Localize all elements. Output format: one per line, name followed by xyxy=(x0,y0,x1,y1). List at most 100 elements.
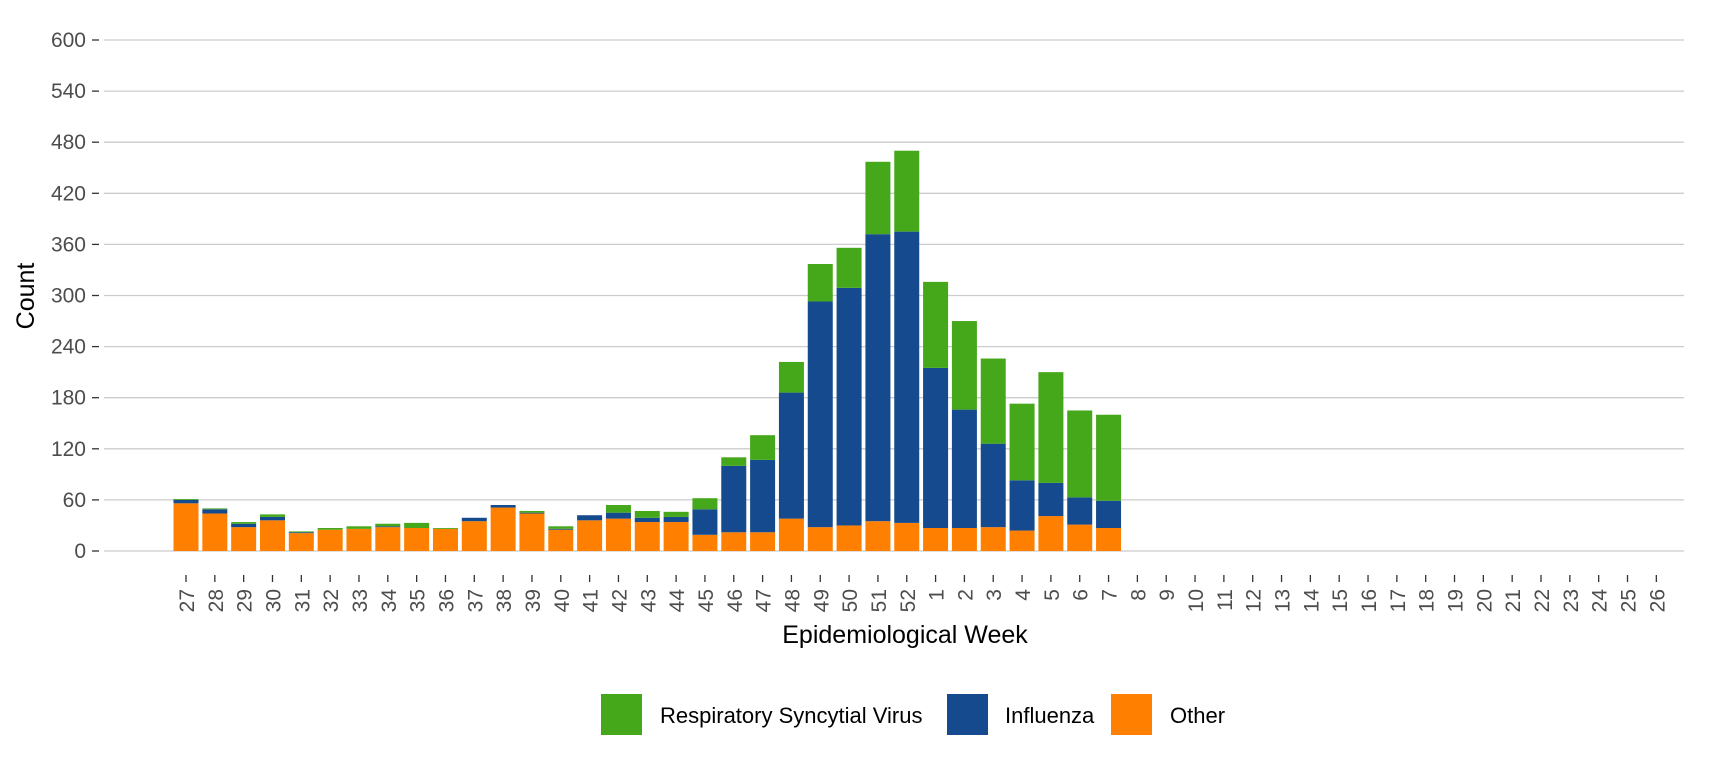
bar-respiratory-syncytial-virus-week-31 xyxy=(288,531,314,533)
x-tick-label: 24 xyxy=(1589,589,1612,613)
x-tick-label: 40 xyxy=(551,589,574,612)
bar-respiratory-syncytial-virus-week-33 xyxy=(346,526,372,529)
bar-respiratory-syncytial-virus-week-28 xyxy=(202,508,228,510)
bar-respiratory-syncytial-virus-week-35 xyxy=(404,522,430,529)
bar-influenza-week-27 xyxy=(173,499,199,504)
bar-influenza-week-3 xyxy=(980,443,1006,528)
bar-respiratory-syncytial-virus-week-7 xyxy=(1096,414,1122,501)
x-tick-label: 51 xyxy=(868,589,891,612)
bar-other-week-3 xyxy=(980,527,1006,551)
x-tick-label: 20 xyxy=(1473,589,1496,612)
bar-other-week-50 xyxy=(836,525,862,551)
x-tick-label: 28 xyxy=(205,589,228,612)
bar-other-week-34 xyxy=(375,527,401,551)
legend: Respiratory Syncytial Virus Influenza Ot… xyxy=(601,694,1225,735)
x-tick-label: 41 xyxy=(580,589,603,612)
bar-other-week-45 xyxy=(692,534,718,551)
y-tick-label: 600 xyxy=(51,29,86,52)
x-tick-label: 33 xyxy=(349,589,372,612)
x-tick-label: 6 xyxy=(1070,589,1093,601)
bar-influenza-week-47 xyxy=(750,459,776,533)
x-tick-label: 15 xyxy=(1329,589,1352,612)
x-tick-label: 1 xyxy=(926,589,949,601)
bar-influenza-week-7 xyxy=(1096,500,1122,529)
x-tick-label: 31 xyxy=(291,589,314,612)
bar-respiratory-syncytial-virus-week-32 xyxy=(317,528,343,530)
bar-other-week-38 xyxy=(490,507,516,551)
bar-influenza-week-30 xyxy=(259,516,285,521)
bar-other-week-51 xyxy=(865,521,891,551)
bar-influenza-week-2 xyxy=(951,409,977,529)
bar-other-week-44 xyxy=(663,522,689,551)
x-tick-label: 16 xyxy=(1358,589,1381,612)
bar-respiratory-syncytial-virus-week-52 xyxy=(894,150,920,232)
x-tick-label: 21 xyxy=(1502,589,1525,612)
bar-respiratory-syncytial-virus-week-3 xyxy=(980,358,1006,444)
x-tick-label: 13 xyxy=(1272,589,1295,612)
x-tick-label: 19 xyxy=(1445,589,1468,612)
bar-respiratory-syncytial-virus-week-34 xyxy=(375,523,401,527)
y-tick-label: 120 xyxy=(51,438,86,461)
bar-respiratory-syncytial-virus-week-45 xyxy=(692,498,718,510)
bar-respiratory-syncytial-virus-week-44 xyxy=(663,511,689,517)
bar-other-week-39 xyxy=(519,513,545,551)
bar-respiratory-syncytial-virus-week-6 xyxy=(1067,410,1093,498)
gridlines xyxy=(104,39,1684,552)
bar-influenza-week-50 xyxy=(836,287,862,526)
x-tick-label: 30 xyxy=(262,589,285,612)
bar-respiratory-syncytial-virus-week-43 xyxy=(634,510,660,518)
bar-other-week-33 xyxy=(346,528,372,551)
bar-other-week-47 xyxy=(750,532,776,551)
bar-other-week-31 xyxy=(288,533,314,551)
bar-influenza-week-40 xyxy=(548,528,574,530)
bar-other-week-28 xyxy=(202,513,228,551)
bar-respiratory-syncytial-virus-week-51 xyxy=(865,161,891,235)
y-tick-label: 360 xyxy=(51,233,86,256)
x-tick-label: 26 xyxy=(1646,589,1669,612)
x-tick-label: 25 xyxy=(1618,589,1641,612)
bar-influenza-week-4 xyxy=(1009,480,1035,531)
x-tick-label: 4 xyxy=(1012,589,1035,601)
x-tick-label: 18 xyxy=(1416,589,1439,612)
x-tick-label: 38 xyxy=(493,589,516,612)
x-tick-label: 12 xyxy=(1243,589,1266,612)
bar-influenza-week-48 xyxy=(778,392,804,519)
y-axis: 0 60 120 180 240 300 360 420 480 540 600 xyxy=(51,29,99,563)
x-tick-label: 23 xyxy=(1560,589,1583,612)
x-tick-label: 52 xyxy=(897,589,920,612)
bar-influenza-week-45 xyxy=(692,509,718,535)
x-tick-label: 42 xyxy=(608,589,631,612)
bar-respiratory-syncytial-virus-week-27 xyxy=(173,499,199,500)
bar-other-week-41 xyxy=(577,520,603,551)
bar-other-week-29 xyxy=(231,527,257,551)
bar-other-week-52 xyxy=(894,522,920,551)
y-tick-label: 300 xyxy=(51,285,86,308)
y-tick-label: 420 xyxy=(51,182,86,205)
bar-respiratory-syncytial-virus-week-50 xyxy=(836,247,862,288)
bar-other-week-37 xyxy=(461,521,487,551)
x-tick-label: 43 xyxy=(637,589,660,612)
bar-other-week-5 xyxy=(1038,516,1064,551)
bar-other-week-2 xyxy=(951,528,977,551)
x-tick-label: 48 xyxy=(781,589,804,612)
bar-other-week-48 xyxy=(778,518,804,551)
bar-other-week-6 xyxy=(1067,524,1093,551)
bar-influenza-week-42 xyxy=(605,512,631,519)
bar-respiratory-syncytial-virus-week-1 xyxy=(923,281,949,368)
bar-respiratory-syncytial-virus-week-36 xyxy=(432,528,458,529)
x-tick-label: 22 xyxy=(1531,589,1554,612)
bar-influenza-week-39 xyxy=(519,512,545,514)
bar-respiratory-syncytial-virus-week-5 xyxy=(1038,372,1064,483)
legend-label-other: Other xyxy=(1170,703,1225,728)
y-tick-label: 0 xyxy=(74,540,86,563)
bar-influenza-week-5 xyxy=(1038,482,1064,517)
y-tick-label: 480 xyxy=(51,131,86,154)
bar-respiratory-syncytial-virus-week-46 xyxy=(721,457,747,466)
x-tick-label: 39 xyxy=(522,589,545,612)
bar-influenza-week-29 xyxy=(231,523,257,528)
bar-influenza-week-51 xyxy=(865,234,891,522)
x-tick-label: 9 xyxy=(1156,589,1179,601)
bar-other-week-36 xyxy=(432,528,458,551)
bar-influenza-week-38 xyxy=(490,505,516,508)
bar-influenza-week-1 xyxy=(923,367,949,529)
